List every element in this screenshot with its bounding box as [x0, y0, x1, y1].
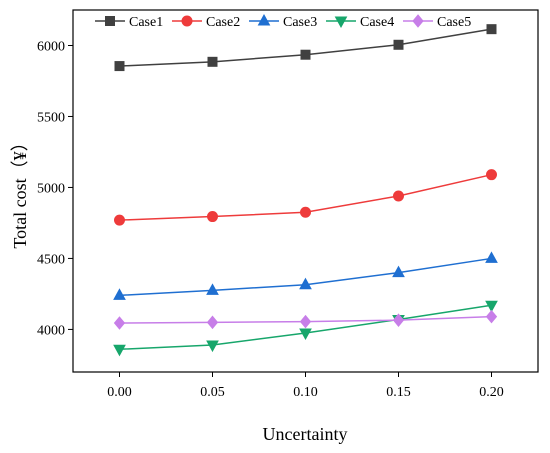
legend-item-case1: Case1: [95, 15, 163, 30]
x-tick-label: 0.00: [107, 385, 132, 400]
x-axis-ticks: 0.00 0.05 0.10 0.15 0.20: [107, 372, 504, 400]
data-point: [485, 309, 498, 324]
series-case2: [114, 169, 497, 226]
data-point: [206, 315, 219, 330]
series-case1: [114, 24, 497, 72]
data-point: [486, 24, 497, 35]
legend-label: Case4: [360, 15, 394, 30]
legend-marker: [105, 16, 115, 26]
data-point: [206, 340, 219, 353]
legend-item-case5: Case5: [403, 14, 471, 30]
y-tick-label: 5000: [37, 181, 65, 196]
data-point: [485, 300, 498, 313]
x-tick-label: 0.10: [293, 385, 318, 400]
data-point: [393, 190, 404, 202]
series-case5: [113, 309, 498, 330]
legend-item-case2: Case2: [172, 15, 240, 30]
y-axis-title: Total cost（¥）: [10, 133, 30, 248]
data-point: [485, 251, 498, 263]
series-layer: [113, 24, 498, 357]
legend-marker: [181, 15, 193, 27]
y-tick-label: 4000: [37, 323, 65, 338]
series-line: [119, 28, 492, 67]
legend-label: Case5: [437, 15, 471, 30]
y-tick-label: 4500: [37, 252, 65, 267]
legend-item-case3: Case3: [249, 13, 317, 30]
data-point: [486, 169, 497, 181]
legend-label: Case3: [283, 15, 317, 30]
data-point: [113, 344, 126, 357]
series-case3: [113, 251, 498, 300]
data-point: [299, 328, 312, 340]
x-axis-title: Uncertainty: [263, 424, 348, 444]
x-tick-label: 0.15: [386, 385, 411, 400]
data-point: [299, 314, 312, 329]
data-point: [207, 56, 218, 67]
legend-label: Case1: [129, 15, 163, 30]
series-line: [119, 257, 492, 297]
y-axis-ticks: 4000 4500 5000 5500 6000: [37, 39, 73, 338]
legend-label: Case2: [206, 15, 240, 30]
legend-marker: [412, 14, 424, 28]
data-point: [299, 277, 312, 290]
y-tick-label: 5500: [37, 110, 65, 125]
data-point: [206, 283, 219, 295]
data-point: [300, 206, 311, 218]
data-point: [114, 214, 125, 226]
legend-item-case4: Case4: [326, 15, 394, 30]
data-point: [114, 61, 125, 72]
data-point: [392, 265, 405, 278]
legend-marker: [334, 16, 348, 29]
x-tick-label: 0.05: [200, 385, 225, 400]
x-tick-label: 0.20: [479, 385, 504, 400]
data-point: [300, 49, 311, 60]
data-point: [393, 39, 404, 50]
y-tick-label: 6000: [37, 39, 65, 54]
legend: Case1 Case2 Case3 Case4 Case5: [95, 13, 471, 30]
data-point: [207, 211, 218, 223]
legend-marker: [257, 13, 271, 26]
data-point: [113, 288, 126, 300]
data-point: [113, 316, 126, 330]
data-point: [392, 313, 405, 327]
